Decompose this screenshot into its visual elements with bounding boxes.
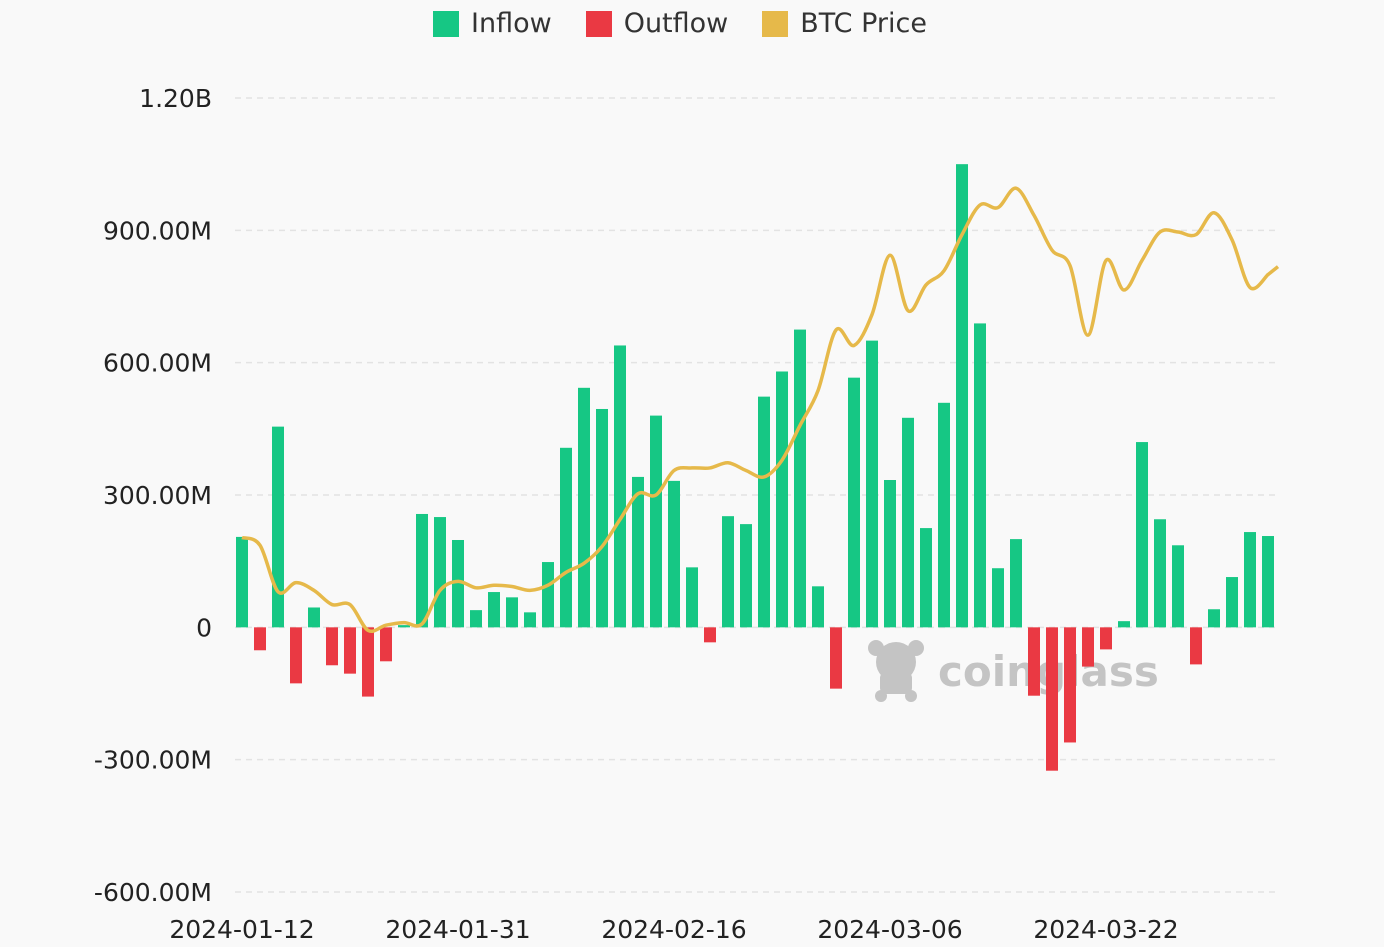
inflow-bar[interactable]	[722, 516, 734, 628]
y-tick-label: -600.00M	[94, 878, 212, 907]
inflow-bar[interactable]	[272, 426, 284, 628]
coinglass-watermark: coinglass	[868, 640, 1159, 702]
outflow-bar[interactable]	[290, 627, 302, 684]
inflow-bar[interactable]	[866, 340, 878, 628]
inflow-bar[interactable]	[794, 329, 806, 628]
inflow-bar[interactable]	[1118, 621, 1130, 628]
legend-label: Inflow	[471, 8, 552, 39]
inflow-bar[interactable]	[1244, 532, 1256, 628]
inflow-bar[interactable]	[1262, 536, 1274, 628]
inflow-bar[interactable]	[668, 480, 680, 628]
outflow-bar[interactable]	[1100, 627, 1112, 650]
inflow-bar[interactable]	[434, 517, 446, 628]
y-tick-label: 900.00M	[103, 216, 212, 245]
outflow-bar[interactable]	[1046, 627, 1058, 771]
inflow-bar[interactable]	[686, 567, 698, 628]
outflow-bar[interactable]	[1082, 627, 1094, 667]
inflow-bar[interactable]	[524, 612, 536, 628]
coinglass-logo-icon	[868, 640, 924, 702]
inflow-bar[interactable]	[596, 408, 608, 628]
inflow-bar[interactable]	[992, 568, 1004, 628]
inflow-bar[interactable]	[308, 607, 320, 628]
inflow-bar[interactable]	[956, 164, 968, 628]
inflow-bar[interactable]	[776, 371, 788, 628]
inflow-bar[interactable]	[920, 528, 932, 628]
inflow-bar[interactable]	[614, 345, 626, 628]
inflow-bar[interactable]	[758, 396, 770, 628]
y-tick-label: 0	[196, 613, 212, 642]
inflow-bar[interactable]	[452, 539, 464, 628]
btc-price-swatch	[762, 10, 789, 37]
x-tick-label: 2024-03-06	[817, 915, 962, 944]
inflow-swatch	[433, 10, 459, 37]
inflow-bar[interactable]	[740, 524, 752, 628]
inflow-bar[interactable]	[488, 592, 500, 628]
outflow-bar[interactable]	[344, 627, 356, 674]
outflow-bar[interactable]	[704, 627, 716, 643]
inflow-bar[interactable]	[506, 597, 518, 628]
inflow-bar[interactable]	[578, 387, 590, 628]
inflow-bar[interactable]	[812, 586, 824, 628]
inflow-bar[interactable]	[884, 480, 896, 628]
y-tick-label: -300.00M	[94, 746, 212, 775]
inflow-bar[interactable]	[1208, 609, 1220, 628]
y-tick-label: 300.00M	[103, 481, 212, 510]
outflow-bar[interactable]	[1064, 627, 1076, 743]
outflow-bar[interactable]	[362, 627, 374, 697]
inflow-bar[interactable]	[542, 562, 554, 628]
inflow-bar[interactable]	[416, 513, 428, 628]
legend-label: BTC Price	[800, 8, 927, 39]
btc-price-line	[241, 186, 1280, 633]
legend-item-btc-price[interactable]: BTC Price	[762, 8, 927, 39]
inflow-bar[interactable]	[974, 323, 986, 628]
inflow-bar[interactable]	[650, 415, 662, 628]
inflow-bar[interactable]	[1226, 577, 1238, 628]
inflow-bar[interactable]	[470, 610, 482, 628]
outflow-bar[interactable]	[326, 627, 338, 666]
inflow-bar[interactable]	[1154, 519, 1166, 628]
x-tick-label: 2024-01-12	[169, 915, 314, 944]
inflow-bar[interactable]	[1136, 442, 1148, 628]
inflow-bar[interactable]	[398, 625, 410, 628]
legend: Inflow Outflow BTC Price	[0, 8, 1360, 39]
outflow-swatch	[585, 10, 612, 37]
outflow-bar[interactable]	[1028, 627, 1040, 696]
inflow-bar[interactable]	[236, 536, 248, 628]
y-tick-label: 600.00M	[103, 349, 212, 378]
legend-item-inflow[interactable]: Inflow	[433, 8, 552, 39]
x-tick-label: 2024-02-16	[601, 915, 746, 944]
outflow-bar[interactable]	[380, 627, 392, 662]
inflow-bar[interactable]	[632, 476, 644, 628]
y-tick-label: 1.20B	[139, 84, 212, 113]
x-tick-label: 2024-03-22	[1033, 915, 1178, 944]
inflow-bar[interactable]	[560, 447, 572, 628]
inflow-bar[interactable]	[1172, 545, 1184, 628]
inflow-bar[interactable]	[848, 377, 860, 628]
x-tick-label: 2024-01-31	[385, 915, 530, 944]
outflow-bar[interactable]	[830, 627, 842, 689]
outflow-bar[interactable]	[254, 627, 266, 651]
inflow-bar[interactable]	[1010, 539, 1022, 628]
legend-item-outflow[interactable]: Outflow	[585, 8, 729, 39]
inflow-bar[interactable]	[902, 417, 914, 628]
outflow-bar[interactable]	[1190, 627, 1202, 665]
inflow-bar[interactable]	[938, 402, 950, 628]
legend-label: Outflow	[623, 8, 729, 39]
